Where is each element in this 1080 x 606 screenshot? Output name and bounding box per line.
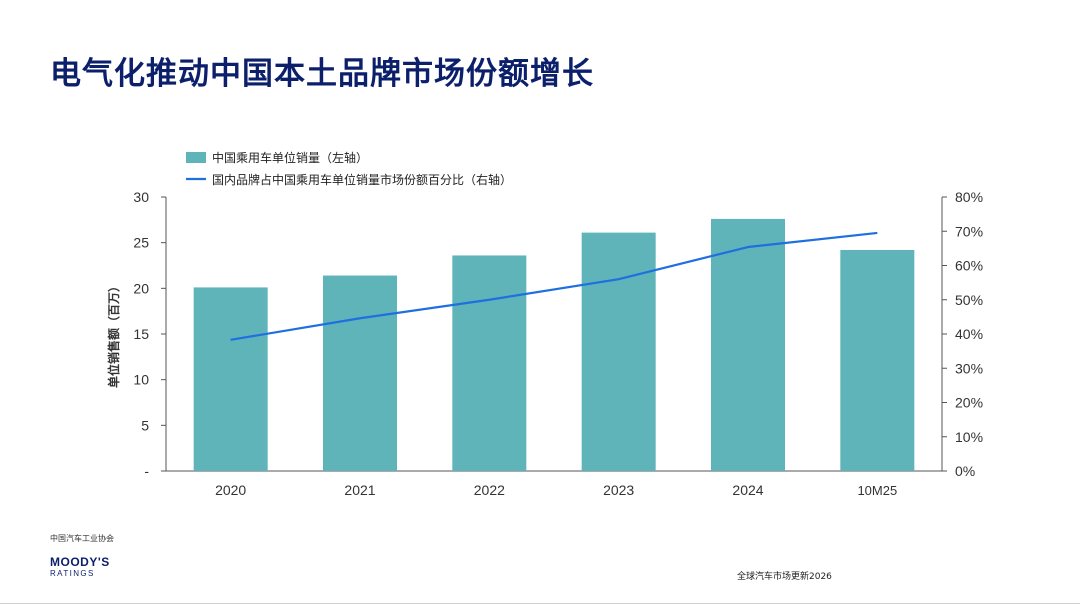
right-tick-label: 10% — [955, 429, 983, 445]
left-tick-label: 10 — [133, 372, 149, 388]
footer-text: 全球汽车市场更新2026 — [737, 572, 832, 582]
x-tick-label: 2020 — [215, 482, 246, 498]
x-tick-label: 2021 — [344, 482, 375, 498]
left-tick-label: 5 — [141, 417, 149, 433]
source-note: 中国汽车工业协会 — [50, 534, 114, 543]
right-tick-label: 70% — [955, 223, 983, 239]
bar — [840, 249, 915, 471]
footer-divider — [0, 603, 1080, 604]
left-tick-label: 15 — [133, 326, 149, 342]
left-tick-label: 30 — [133, 189, 149, 205]
left-tick-label: 25 — [133, 235, 149, 251]
right-tick-label: 20% — [955, 395, 983, 411]
right-tick-label: 0% — [955, 463, 975, 479]
bar — [452, 255, 527, 471]
right-tick-label: 80% — [955, 189, 983, 205]
bar — [193, 287, 268, 471]
left-tick-label: - — [144, 463, 149, 479]
right-tick-label: 60% — [955, 258, 983, 274]
right-tick-label: 50% — [955, 292, 983, 308]
moodys-logo: MOODY'S RATINGS — [50, 556, 110, 578]
x-tick-label: 2022 — [474, 482, 505, 498]
bar — [323, 275, 397, 471]
left-tick-label: 20 — [133, 280, 149, 296]
x-tick-label: 2024 — [732, 482, 763, 498]
page-title: 电气化推动中国本土品牌市场份额增长 — [50, 56, 594, 92]
legend-label-bars: 中国乘用车单位销量（左轴） — [212, 150, 368, 165]
x-tick-label: 2023 — [603, 482, 634, 498]
right-tick-label: 30% — [955, 360, 983, 376]
logo-wordmark: MOODY'S — [50, 555, 110, 569]
bar — [581, 232, 656, 471]
x-tick-label: 10M25 — [857, 483, 897, 498]
legend-swatch-bars — [186, 152, 206, 163]
share-line — [230, 231, 878, 341]
legend-label-line: 国内品牌占中国乘用车单位销量市场份额百分比（右轴） — [212, 172, 512, 187]
right-tick-label: 40% — [955, 326, 983, 342]
y-axis-title: 单位销售额（百万） — [106, 280, 121, 388]
logo-subtitle: RATINGS — [50, 569, 95, 578]
bar — [711, 218, 785, 471]
